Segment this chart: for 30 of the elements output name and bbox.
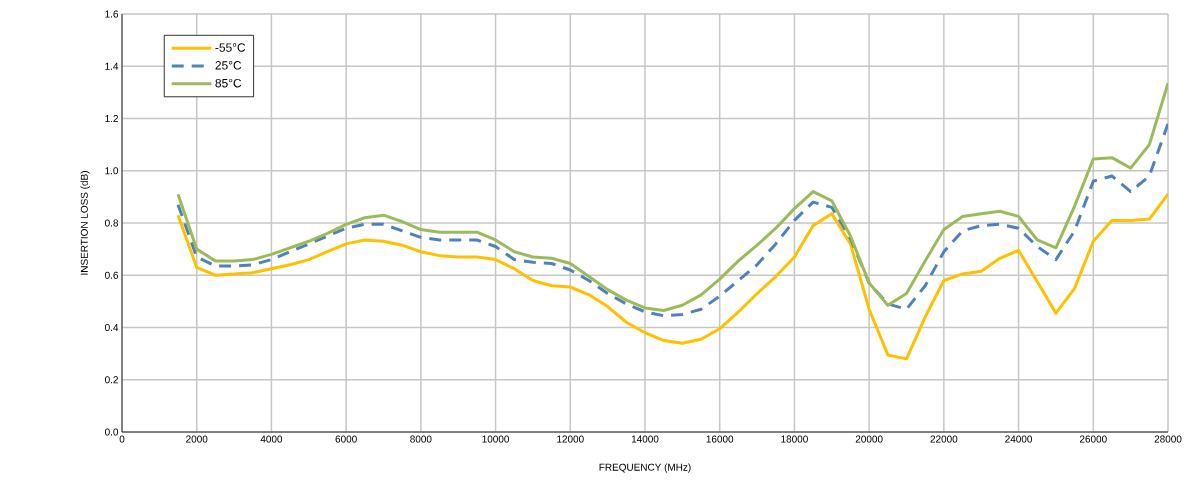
line-series — [176, 192, 1169, 361]
y-tick-label: 1.0 — [105, 167, 119, 175]
y-tick-label: 0.0 — [105, 428, 119, 436]
x-tick-label: 14000 — [631, 435, 659, 443]
y-tick-label: 0.2 — [105, 376, 118, 384]
x-tick-label: 0 — [119, 435, 125, 443]
x-tick-label: 26000 — [1079, 435, 1107, 443]
y-tick-label: 0.4 — [105, 323, 119, 332]
legend-label: 85°C — [215, 78, 242, 88]
y-tick-label: 0.8 — [105, 219, 119, 227]
legend-label: 25°C — [215, 61, 242, 70]
x-tick-label: 6000 — [335, 435, 357, 443]
y-tick-label: 0.6 — [105, 271, 119, 279]
x-tick-label: 10000 — [482, 435, 510, 443]
legend-label: -55°C — [215, 43, 246, 52]
x-tick-label: 16000 — [706, 435, 734, 443]
x-axis-title: FREQUENCY (MHz) — [599, 463, 691, 473]
x-tick-label: 12000 — [557, 435, 584, 443]
x-tick-label: 4000 — [260, 435, 283, 443]
y-tick-label: 1.4 — [105, 62, 119, 70]
x-tick-label: 28000 — [1154, 435, 1182, 443]
y-tick-label: 1.2 — [105, 115, 118, 122]
x-tick-label: 24000 — [1005, 435, 1033, 443]
x-tick-label: 20000 — [855, 435, 883, 443]
x-tick-label: 8000 — [410, 435, 432, 443]
x-tick-label: 2000 — [186, 435, 208, 443]
x-tick-label: 22000 — [930, 435, 958, 443]
x-tick-label: 18000 — [781, 435, 808, 443]
y-tick-label: 1.6 — [105, 10, 119, 18]
y-axis-title: INSERTION LOSS (dB) — [80, 171, 90, 275]
